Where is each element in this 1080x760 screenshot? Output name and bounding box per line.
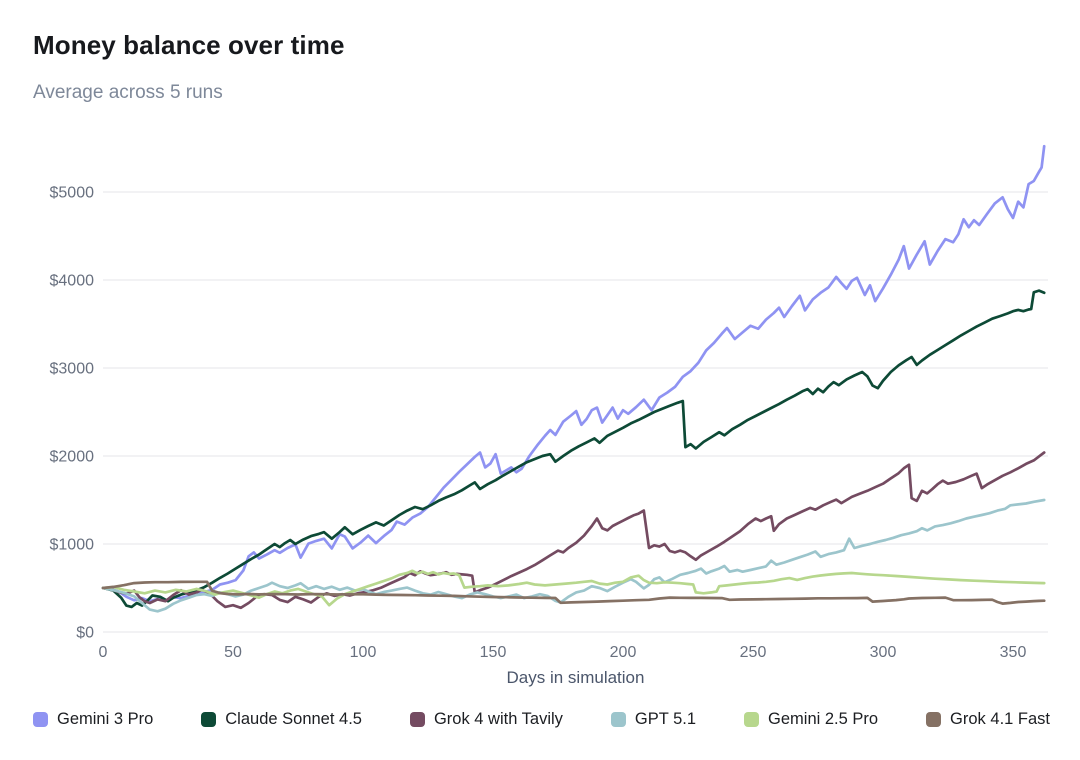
legend-item-gemini-2-5-pro[interactable]: Gemini 2.5 Pro (744, 710, 878, 729)
legend-item-grok-4-1-fast[interactable]: Grok 4.1 Fast (926, 710, 1050, 729)
y-tick-label: $0 (76, 625, 94, 642)
x-tick-label: 250 (740, 644, 767, 661)
y-tick-label: $5000 (50, 185, 95, 202)
y-tick-label: $4000 (50, 273, 95, 290)
legend-swatch-gemini-2-5-pro (744, 712, 760, 727)
series-line-claude-sonnet-4-5 (101, 289, 1046, 609)
x-axis-title: Days in simulation (506, 668, 645, 687)
x-tick-label: 300 (870, 644, 897, 661)
y-tick-label: $1000 (50, 537, 95, 554)
x-tick-label: 350 (1000, 644, 1027, 661)
series-line-grok-4-1-fast (101, 580, 1046, 605)
series-line-gemini-3-pro (101, 144, 1046, 603)
page-subtitle: Average across 5 runs (33, 82, 223, 103)
y-tick-label: $2000 (50, 449, 95, 466)
legend-label-grok-4-with-tavily: Grok 4 with Tavily (433, 710, 563, 728)
x-tick-label: 150 (480, 644, 507, 661)
legend-item-grok-4-with-tavily[interactable]: Grok 4 with Tavily (409, 710, 563, 729)
x-tick-label: 200 (610, 644, 637, 661)
y-tick-label: $3000 (50, 361, 95, 378)
legend-swatch-gpt-5-1 (610, 712, 626, 727)
legend-swatch-claude-sonnet-4-5 (201, 712, 217, 727)
chart-area: Money balance over time Average across 5… (33, 30, 1048, 687)
line-chart: $0 $1000 $2000 $3000 $4000 $5000 0 50 100 150 200 2… (50, 144, 1048, 661)
x-tick-label: 100 (350, 644, 377, 661)
chart-legend: Gemini 3 Pro Claude Sonnet 4.5 Grok 4 with… (33, 710, 1050, 729)
series-line-grok-4-with-tavily (101, 451, 1046, 610)
x-tick-label: 50 (224, 644, 242, 661)
x-tick-label: 0 (99, 644, 108, 661)
legend-item-claude-sonnet-4-5[interactable]: Claude Sonnet 4.5 (201, 710, 362, 729)
legend-label-grok-4-1-fast: Grok 4.1 Fast (950, 710, 1050, 728)
legend-label-gemini-2-5-pro: Gemini 2.5 Pro (768, 710, 879, 728)
legend-swatch-grok-4-with-tavily (409, 712, 425, 727)
page-title: Money balance over time (33, 30, 345, 60)
series-line-gpt-5-1 (101, 498, 1046, 613)
legend-swatch-gemini-3-pro (33, 712, 48, 727)
legend-item-gpt-5-1[interactable]: GPT 5.1 (610, 710, 697, 729)
legend-swatch-grok-4-1-fast (926, 712, 942, 727)
legend-label-gpt-5-1: GPT 5.1 (634, 710, 697, 728)
legend-label-gemini-3-pro: Gemini 3 Pro (57, 710, 154, 728)
legend-item-gemini-3-pro[interactable]: Gemini 3 Pro (33, 710, 153, 729)
legend-label-claude-sonnet-4-5: Claude Sonnet 4.5 (225, 710, 362, 728)
